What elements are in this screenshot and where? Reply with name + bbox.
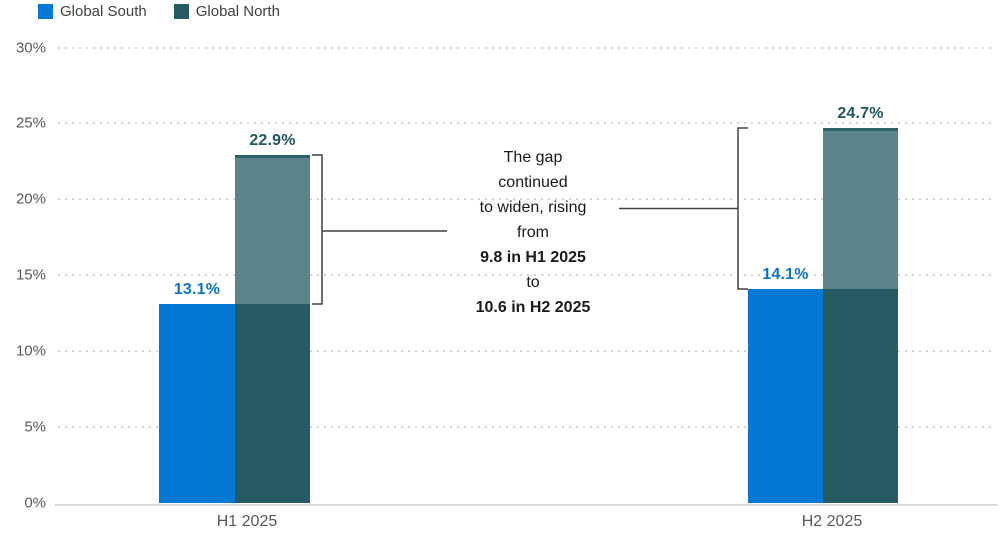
bar-global-north-base-h2-2025[interactable] <box>823 289 898 503</box>
bar-global-south-h2-2025[interactable] <box>748 289 823 503</box>
bar-global-north-gap-h1-2025[interactable] <box>235 155 310 304</box>
x-axis-label-h2-2025: H2 2025 <box>801 513 863 530</box>
y-axis-tick-30%: 30% <box>15 39 46 56</box>
annotation-line: to widen, rising <box>479 199 587 216</box>
legend-label-global-south: Global South <box>60 3 147 20</box>
gridline-30% <box>58 46 996 49</box>
gridline-20% <box>58 198 996 201</box>
value-label-global-north: 22.9% <box>249 132 296 149</box>
bar-global-north-base-h1-2025[interactable] <box>235 304 310 503</box>
bar-global-south-h1-2025[interactable] <box>159 304 235 503</box>
annotation-line: to <box>526 274 540 291</box>
gap-bracket-h1 <box>312 154 323 305</box>
legend-label-global-north: Global North <box>195 3 280 20</box>
legend: Global South Global North <box>38 3 280 20</box>
x-axis-baseline <box>55 504 998 506</box>
value-label-global-north: 24.7% <box>837 105 884 122</box>
gridline-5% <box>58 426 996 429</box>
gridline-10% <box>58 350 996 353</box>
gridline-15% <box>58 274 996 277</box>
annotation-line: 10.6 in H2 2025 <box>475 299 591 316</box>
value-label-global-south: 13.1% <box>173 281 221 298</box>
y-axis-tick-20%: 20% <box>15 190 46 208</box>
y-axis-tick-25%: 25% <box>15 114 46 132</box>
gap-bracket-h2 <box>737 127 748 290</box>
legend-item-global-south[interactable]: Global South <box>38 3 147 20</box>
legend-item-global-north[interactable]: Global North <box>173 3 280 20</box>
global-south-swatch-icon <box>38 4 53 19</box>
y-axis-tick-10%: 10% <box>15 342 46 360</box>
y-axis-tick-0%: 0% <box>24 494 46 512</box>
gap-annotation: The gap continued to widen, rising from … <box>413 145 653 320</box>
annotation-line: continued <box>498 174 568 191</box>
annotation-line: from <box>517 224 549 241</box>
y-axis-tick-5%: 5% <box>24 418 46 436</box>
annotation-line: 9.8 in H1 2025 <box>480 249 586 266</box>
global-north-swatch-icon <box>173 4 189 19</box>
y-axis-tick-15%: 15% <box>15 266 46 284</box>
gridline-25% <box>58 122 996 125</box>
value-label-global-south: 14.1% <box>762 266 809 283</box>
x-axis-label-h1-2025: H1 2025 <box>216 513 278 530</box>
bar-global-north-gap-h2-2025[interactable] <box>823 128 898 289</box>
annotation-line: The gap <box>503 149 563 166</box>
